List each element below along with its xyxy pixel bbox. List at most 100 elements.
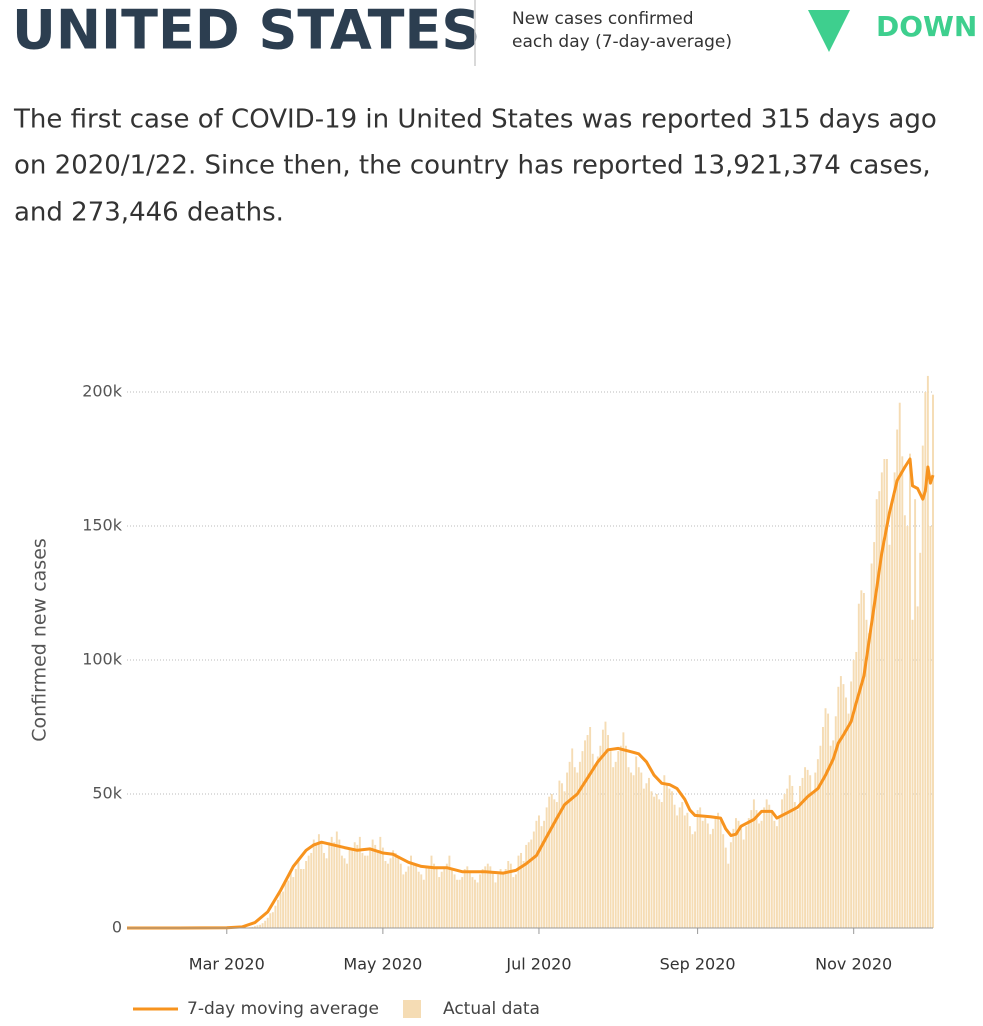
bar [696,810,699,928]
bar [315,844,318,928]
bar [709,834,712,928]
bar [750,810,753,928]
y-axis-label: Confirmed new cases [29,538,51,742]
bar [765,799,768,928]
bar [648,777,650,928]
bar [366,855,369,928]
bar [537,815,540,928]
bar [847,713,850,928]
bar [317,834,320,928]
bar [903,515,906,928]
bar [612,767,615,928]
bar [839,676,842,928]
bar [637,767,640,928]
bar [463,869,466,928]
bar [775,826,778,928]
bar [576,772,579,928]
bar [476,882,479,928]
bar [614,761,617,928]
bar [591,753,594,928]
bar [504,869,507,928]
bar [714,818,717,928]
bar [770,810,773,928]
bar [294,869,297,928]
bar [706,823,709,928]
bar [351,850,354,928]
bar [632,775,635,928]
bar [312,839,315,928]
bar [277,899,279,928]
bar [430,855,433,928]
country-title: UNITED STATES [12,0,480,62]
bar [783,794,786,928]
legend-label: 7-day moving average [187,999,379,1019]
bar [555,802,558,928]
bar [801,777,804,928]
bar [402,874,405,928]
bar [302,869,305,928]
bar [550,794,553,928]
bar [438,877,441,928]
bar [484,866,487,928]
bar [627,767,630,928]
bar [763,807,766,928]
bar [752,799,755,928]
bar [251,926,254,928]
bar [737,820,740,928]
bar [824,708,827,928]
bar [758,823,760,928]
legend-swatch [403,1000,421,1018]
bar [440,871,443,928]
bar [642,788,645,928]
y-tick-label: 100k [82,650,123,669]
x-tick-label: Nov 2020 [815,955,892,974]
bar [509,863,512,928]
bar [284,882,287,928]
bar [328,842,331,928]
line [127,457,935,930]
bar [353,842,356,928]
y-tick-label: 200k [82,382,123,401]
trend-label: DOWN [876,10,977,43]
bar [852,660,855,928]
bar [834,716,837,928]
bar [827,713,830,928]
bar [581,751,584,928]
bar [924,392,927,928]
bar [901,456,904,928]
bar [719,820,722,928]
x-tick-label: May 2020 [343,955,422,974]
bar [911,619,914,928]
bar [694,831,696,928]
bar [842,684,845,928]
bar [384,861,387,928]
bar [584,740,586,928]
bar [873,542,876,928]
bar [535,820,538,928]
bar [816,759,819,928]
bar [755,810,758,928]
x-tick-label: Jul 2020 [505,955,571,974]
bar [814,772,817,928]
bar [553,799,556,928]
bar [420,874,423,928]
bar [711,828,714,928]
bar [481,869,484,928]
bar [778,815,781,928]
bar [340,855,343,928]
bar [819,745,822,928]
bar [568,761,571,928]
bar [346,863,349,928]
bar [671,791,673,928]
bar [387,863,389,928]
bar [635,756,638,928]
bar [443,869,446,928]
bar [456,879,459,928]
bar [522,861,525,928]
legend-label: Actual data [443,999,540,1019]
bar [392,850,395,928]
bar [791,785,794,928]
bar [407,866,410,928]
bar [683,815,686,928]
